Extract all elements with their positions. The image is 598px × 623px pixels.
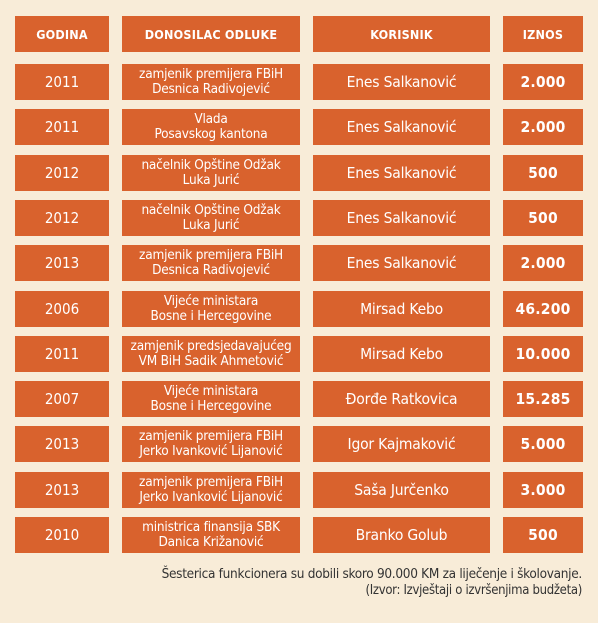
donosilac-line-2: Posavskog kantona [154, 126, 268, 142]
donosilac-line-2: Desnica Radivojević [152, 262, 270, 278]
cell-korisnik: Enes Salkanović [313, 155, 490, 191]
cell-korisnik: Enes Salkanović [313, 64, 490, 100]
donosilac-line-1: načelnik Opštine Odžak [141, 202, 281, 218]
cell-iznos: 2.000 [503, 109, 583, 145]
cell-iznos: 10.000 [503, 336, 583, 372]
cell-korisnik: Igor Kajmaković [313, 426, 490, 462]
footer-source: (Izvor: Izvještaji o izvršenjima budžeta… [365, 583, 582, 598]
donosilac-line-2: Danica Križanović [158, 534, 264, 550]
donosilac-line-2: VM BiH Sadik Ahmetović [138, 353, 284, 369]
donosilac-line-1: zamjenik premijera FBiH [139, 66, 283, 82]
cell-donosilac-odluke: zamjenik premijera FBiH Jerko Ivanković L… [122, 426, 300, 462]
donosilac-line-1: Vlada [194, 111, 228, 127]
donosilac-line-2: Luka Jurić [182, 217, 240, 233]
donosilac-line-1: Vijeće ministara [163, 383, 259, 399]
cell-godina: 2006 [15, 291, 109, 327]
donosilac-line-2: Bosne i Hercegovine [150, 398, 272, 414]
cell-iznos: 500 [503, 155, 583, 191]
donosilac-line-1: zamjenik premijera FBiH [139, 428, 283, 444]
cell-godina: 2007 [15, 381, 109, 417]
donosilac-line-1: Vijeće ministara [163, 293, 259, 309]
cell-godina: 2013 [15, 472, 109, 508]
cell-iznos: 15.285 [503, 381, 583, 417]
donosilac-line-1: načelnik Opštine Odžak [141, 157, 281, 173]
cell-godina: 2013 [15, 245, 109, 281]
cell-korisnik: Enes Salkanović [313, 109, 490, 145]
donosilac-line-2: Bosne i Hercegovine [150, 308, 272, 324]
donosilac-line-1: zamjenik premijera FBiH [139, 247, 283, 263]
donosilac-line-2: Jerko Ivanković Lijanović [139, 443, 283, 459]
header-donosilac-odluke: DONOSILAC ODLUKE [122, 16, 300, 52]
cell-godina: 2013 [15, 426, 109, 462]
cell-donosilac-odluke: Vijeće ministara Bosne i Hercegovine [122, 291, 300, 327]
cell-iznos: 500 [503, 517, 583, 553]
footer-note: Šesterica funkcionera su dobili skoro 90… [161, 566, 583, 582]
donosilac-line-2: Luka Jurić [182, 172, 240, 188]
cell-donosilac-odluke: zamjenik premijera FBiH Desnica Radivojev… [122, 64, 300, 100]
donosilac-line-1: zamjenik premijera FBiH [139, 474, 283, 490]
cell-donosilac-odluke: zamjenik predsjedavajućeg VM BiH Sadik Ah… [122, 336, 300, 372]
cell-korisnik: Mirsad Kebo [313, 291, 490, 327]
cell-godina: 2011 [15, 336, 109, 372]
cell-iznos: 500 [503, 200, 583, 236]
cell-donosilac-odluke: ministrica finansija SBK Danica Križanovi… [122, 517, 300, 553]
header-godina: GODINA [15, 16, 109, 52]
cell-donosilac-odluke: Vlada Posavskog kantona [122, 109, 300, 145]
cell-donosilac-odluke: zamjenik premijera FBiH Desnica Radivojev… [122, 245, 300, 281]
cell-korisnik: Đorđe Ratkovica [313, 381, 490, 417]
cell-godina: 2011 [15, 64, 109, 100]
header-korisnik: KORISNIK [313, 16, 490, 52]
cell-korisnik: Enes Salkanović [313, 245, 490, 281]
cell-korisnik: Branko Golub [313, 517, 490, 553]
donosilac-line-2: Desnica Radivojević [152, 81, 270, 97]
cell-iznos: 2.000 [503, 245, 583, 281]
cell-korisnik: Saša Jurčenko [313, 472, 490, 508]
cell-donosilac-odluke: načelnik Opštine Odžak Luka Jurić [122, 155, 300, 191]
footer: Šesterica funkcionera su dobili skoro 90… [161, 566, 583, 599]
cell-iznos: 46.200 [503, 291, 583, 327]
cell-korisnik: Enes Salkanović [313, 200, 490, 236]
cell-godina: 2010 [15, 517, 109, 553]
cell-iznos: 3.000 [503, 472, 583, 508]
cell-donosilac-odluke: načelnik Opštine Odžak Luka Jurić [122, 200, 300, 236]
cell-donosilac-odluke: zamjenik premijera FBiH Jerko Ivanković L… [122, 472, 300, 508]
cell-iznos: 2.000 [503, 64, 583, 100]
donosilac-line-1: zamjenik predsjedavajućeg [130, 338, 292, 354]
cell-donosilac-odluke: Vijeće ministara Bosne i Hercegovine [122, 381, 300, 417]
cell-iznos: 5.000 [503, 426, 583, 462]
cell-godina: 2012 [15, 155, 109, 191]
cell-godina: 2011 [15, 109, 109, 145]
cell-godina: 2012 [15, 200, 109, 236]
donosilac-line-2: Jerko Ivanković Lijanović [139, 489, 283, 505]
cell-korisnik: Mirsad Kebo [313, 336, 490, 372]
header-iznos: IZNOS [503, 16, 583, 52]
donosilac-line-1: ministrica finansija SBK [142, 519, 280, 535]
